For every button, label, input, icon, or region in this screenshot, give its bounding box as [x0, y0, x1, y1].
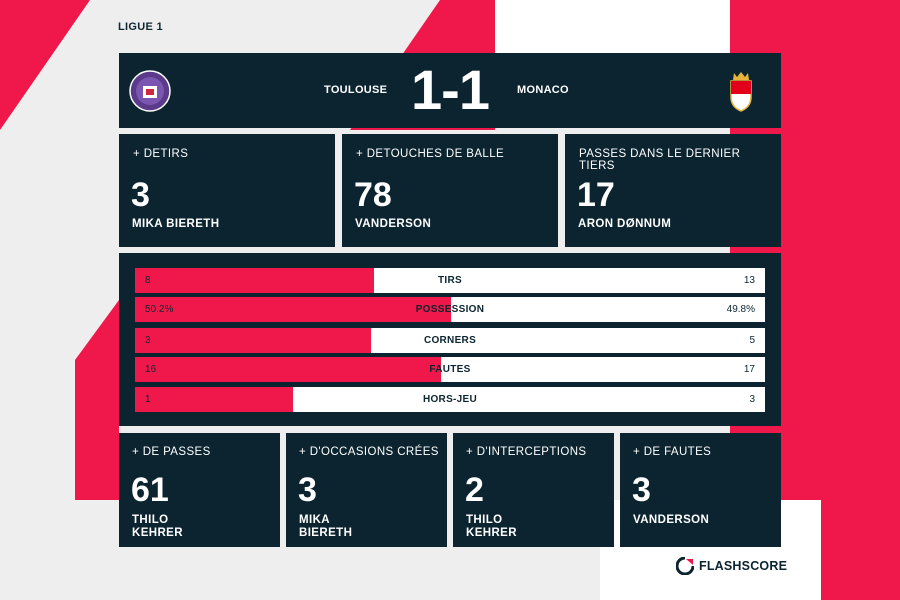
away-value: 49.8% — [726, 304, 755, 315]
flashscore-logo-icon — [676, 557, 694, 575]
stat-label: CORNERS — [423, 335, 477, 346]
toulouse-crest-icon — [129, 70, 171, 112]
home-value: 3 — [145, 335, 151, 346]
match-score: 1-1 — [411, 58, 490, 121]
stat-card-final-third-passes: PASSES DANS LE DERNIER TIERS 17 ARON DØN… — [565, 134, 781, 247]
stat-label: TIRS — [438, 275, 462, 286]
stat-card-label: + DETOUCHES DE BALLE — [356, 148, 505, 160]
stat-card-value: 17 — [577, 176, 615, 214]
home-share-bar — [135, 387, 293, 412]
away-value: 5 — [749, 335, 755, 346]
stat-card-chances-created: + D'OCCASIONS CRÉES 3 MIKA BIERETH — [286, 433, 447, 547]
stat-card-value: 78 — [354, 176, 392, 214]
stat-card-label: + DE FAUTES — [633, 446, 712, 458]
brand-name: FLASHSCORE — [699, 559, 788, 573]
stat-label: FAUTES — [429, 364, 471, 375]
home-value: 8 — [145, 275, 151, 286]
stat-card-player: VANDERSON — [633, 514, 710, 526]
comparison-row-possession: 50.2% POSSESSION 49.8% — [135, 297, 765, 322]
stat-card-label: + DETIRS — [133, 148, 189, 160]
away-value: 3 — [749, 394, 755, 405]
stat-card-value: 61 — [131, 471, 169, 509]
scoreboard-header: TOULOUSE 1-1 MONACO — [119, 53, 781, 128]
home-value: 50.2% — [145, 304, 174, 315]
stat-card-fouls: + DE FAUTES 3 VANDERSON — [620, 433, 781, 547]
stat-card-passes: + DE PASSES 61 THILO KEHRER — [119, 433, 280, 547]
away-team-name: MONACO — [517, 84, 569, 96]
away-value: 17 — [743, 364, 755, 375]
league-title: LIGUE 1 — [118, 21, 163, 33]
stat-card-tirs: + DETIRS 3 MIKA BIERETH — [119, 134, 335, 247]
stat-card-player: ARON DØNNUM — [578, 218, 672, 230]
stat-card-label: + D'INTERCEPTIONS — [466, 446, 587, 458]
away-value: 13 — [743, 275, 755, 286]
stat-card-interceptions: + D'INTERCEPTIONS 2 THILO KEHRER — [453, 433, 614, 547]
stat-card-value: 3 — [632, 471, 651, 509]
home-share-bar — [135, 328, 372, 353]
comparison-row-hors-jeu: 1 HORS-JEU 3 — [135, 387, 765, 412]
stat-card-label: PASSES DANS LE DERNIER TIERS — [579, 148, 741, 172]
stat-card-player: VANDERSON — [355, 218, 432, 230]
home-value: 1 — [145, 394, 151, 405]
monaco-crest-icon — [730, 72, 752, 112]
stat-card-touches: + DETOUCHES DE BALLE 78 VANDERSON — [342, 134, 558, 247]
comparison-row-fautes: 16 FAUTES 17 — [135, 357, 765, 382]
flashscore-brand: FLASHSCORE — [676, 556, 787, 576]
home-team-name: TOULOUSE — [324, 84, 388, 96]
stat-label: POSSESSION — [415, 304, 485, 315]
stat-card-value: 3 — [298, 471, 317, 509]
stat-card-player: THILO KEHRER — [132, 514, 183, 539]
stat-label: HORS-JEU — [422, 394, 478, 405]
stat-card-player: MIKA BIERETH — [299, 514, 353, 539]
home-share-bar — [135, 297, 452, 322]
stat-card-value: 2 — [465, 471, 484, 509]
comparison-row-tirs: 8 TIRS 13 — [135, 268, 765, 293]
stat-card-player: THILO KEHRER — [466, 514, 517, 539]
team-comparison-panel: 8 TIRS 13 50.2% POSSESSION 49.8% 3 CORNE… — [119, 253, 781, 426]
stat-card-player: MIKA BIERETH — [132, 218, 220, 230]
stat-card-value: 3 — [131, 176, 150, 214]
comparison-row-corners: 3 CORNERS 5 — [135, 328, 765, 353]
home-share-bar — [135, 357, 441, 382]
stat-card-label: + DE PASSES — [132, 446, 211, 458]
stat-card-label: + D'OCCASIONS CRÉES — [299, 446, 439, 458]
home-value: 16 — [145, 364, 157, 375]
home-share-bar — [135, 268, 375, 293]
